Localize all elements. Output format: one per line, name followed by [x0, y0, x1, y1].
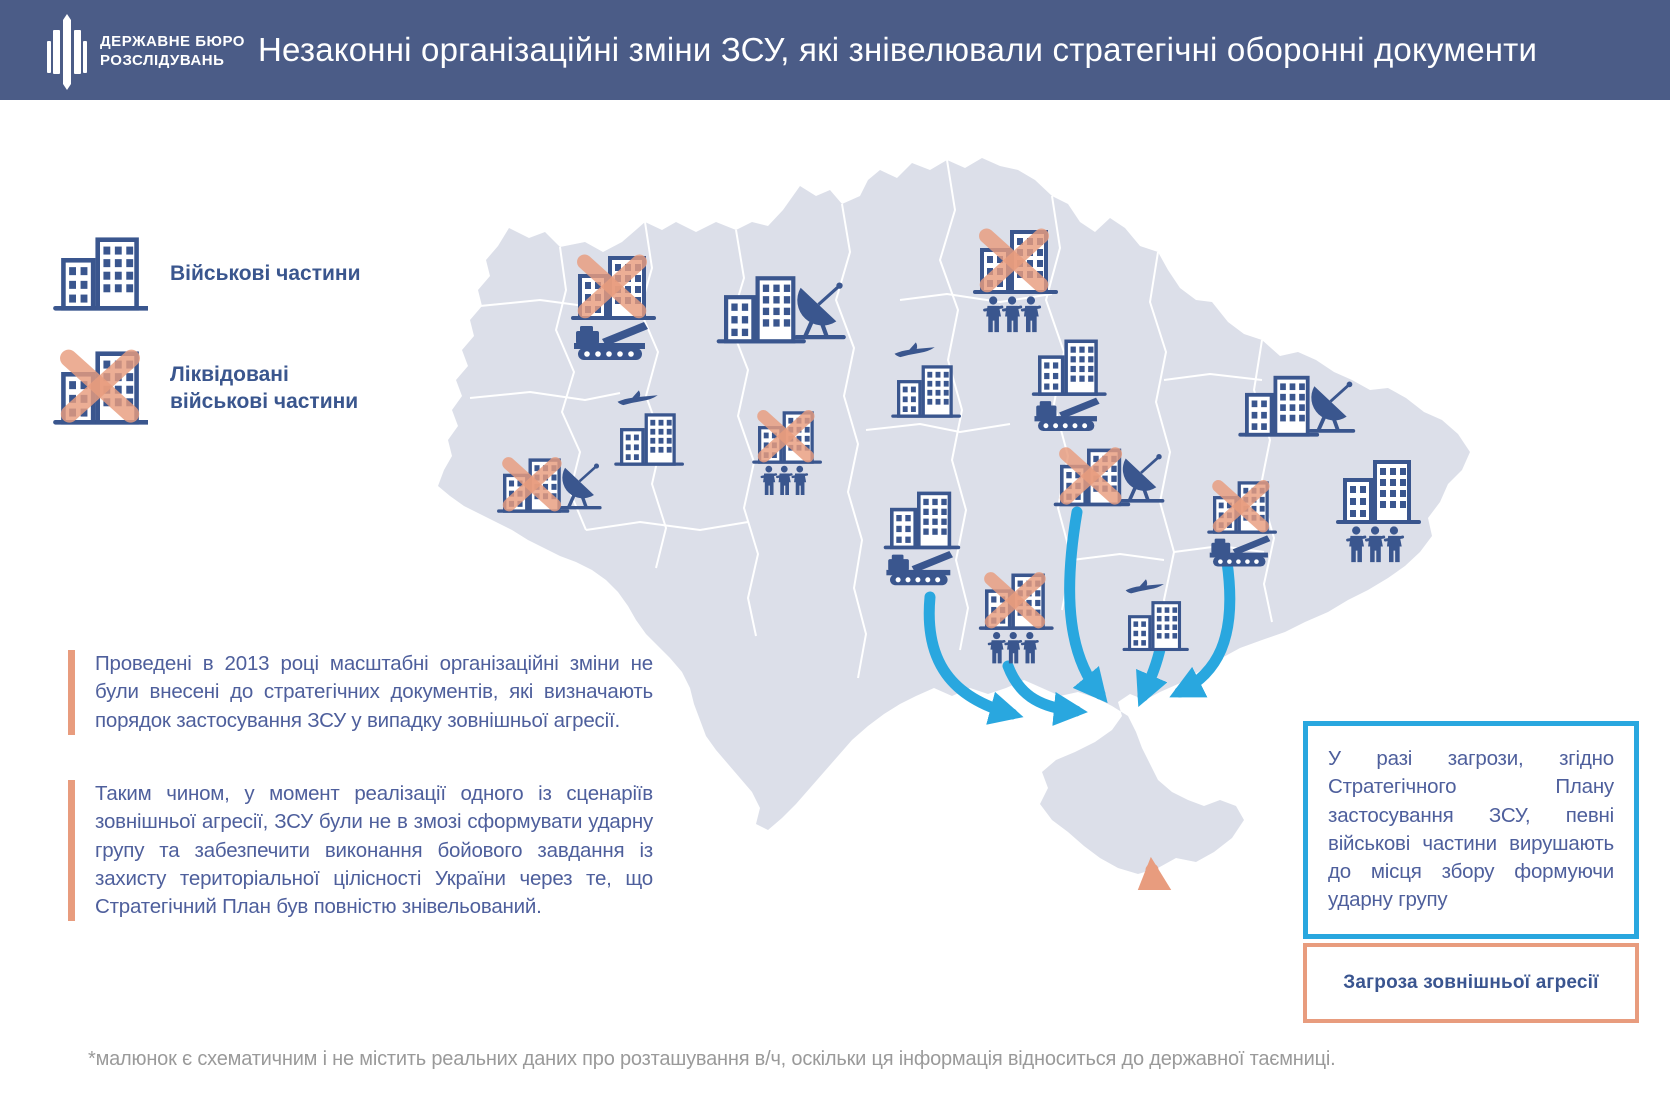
paragraph-strategic-documents: Проведені в 2013 році масштабні організа… [68, 650, 653, 735]
footnote: *малюнок є схематичним і не містить реал… [88, 1048, 1336, 1070]
assembly-arrow-2 [1002, 660, 1088, 726]
callout-threat: Загроза зовнішньої агресії [1303, 943, 1639, 1023]
assembly-arrow-3 [1064, 506, 1108, 704]
ukraine-outline [438, 158, 1470, 874]
dbr-logo-line2: РОЗСЛІДУВАНЬ [100, 52, 225, 69]
military-unit-icon [52, 232, 148, 316]
legend-label-military-units: Військові частини [170, 262, 361, 286]
legend-item-military-units: Військові частини [52, 232, 360, 316]
dbr-logo-line1: ДЕРЖАВНЕ БЮРО [100, 33, 245, 51]
threat-arrow [1135, 856, 1173, 890]
header-bar: ДЕРЖАВНЕ БЮРО РОЗСЛІДУВАНЬ Незаконні орг… [0, 0, 1670, 100]
assembly-arrows-layer [923, 506, 1236, 726]
assembly-arrow-5 [1169, 556, 1236, 698]
dbr-trident-icon [47, 14, 87, 90]
unit-12 [1207, 477, 1277, 567]
page-title: Незаконні організаційні зміни ЗСУ, які з… [258, 31, 1538, 68]
dbr-logo: ДЕРЖАВНЕ БЮРО РОЗСЛІДУВАНЬ [46, 14, 245, 90]
unit-1 [571, 251, 656, 360]
liquidated-unit-icon [52, 346, 148, 427]
legend-item-liquidated-units: Ліквідовані військові частини [52, 346, 358, 430]
dbr-logo-text: ДЕРЖАВНЕ БЮРО РОЗСЛІДУВАНЬ [100, 33, 245, 71]
paragraph-consequences: Таким чином, у момент реалізації одного … [68, 780, 653, 922]
assembly-arrow-1 [923, 591, 1024, 725]
ukraine-map [438, 158, 1470, 890]
callout-strategic-plan: У разі загрози, згідно Стратегічного Пла… [1303, 721, 1639, 939]
legend-label-liquidated-units: Ліквідовані військові частини [170, 362, 359, 413]
